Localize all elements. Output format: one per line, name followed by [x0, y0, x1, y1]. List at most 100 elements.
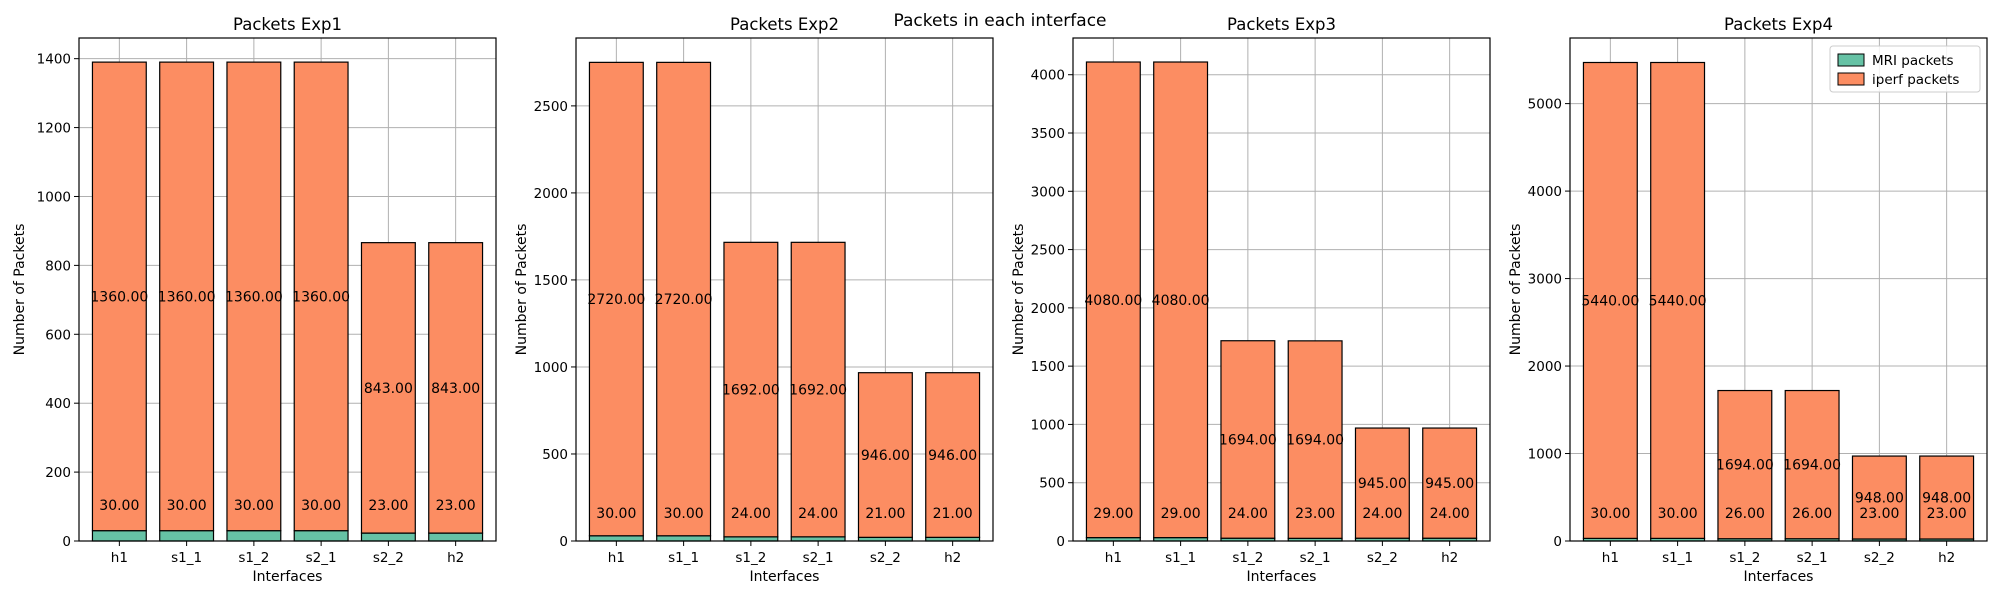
x-tick-label: s1_2	[1232, 550, 1263, 566]
bar-iperf-s1_2	[723, 241, 779, 538]
y-tick-label: 0	[62, 534, 71, 550]
data-label-iperf-s1_1: 1360.00	[158, 289, 216, 305]
x-tick-label: s2_1	[803, 550, 834, 566]
bar-mri-s1_2	[723, 536, 779, 542]
x-tick-label: h2	[1441, 550, 1458, 566]
x-tick-label: s2_2	[373, 550, 404, 566]
legend-swatch-2	[1837, 72, 1865, 86]
data-label-mri-h1: 30.00	[596, 506, 636, 522]
bar-iperf-s1_1	[159, 61, 215, 532]
data-label-mri-h1: 29.00	[1093, 506, 1133, 522]
panel-title: Packets Exp2	[730, 15, 839, 34]
y-tick-label: 1000	[534, 360, 568, 376]
data-label-mri-s1_2: 24.00	[1228, 506, 1268, 522]
data-label-mri-s2_2: 23.00	[368, 498, 408, 514]
x-tick-label: s1_1	[668, 550, 699, 566]
data-label-iperf-s2_1: 1692.00	[789, 383, 847, 399]
data-label-mri-s2_2: 23.00	[1859, 506, 1899, 522]
x-axis-label: Interfaces	[253, 569, 323, 585]
data-label-iperf-h1: 2720.00	[587, 292, 645, 308]
x-tick-label: s2_2	[1864, 550, 1895, 566]
data-label-mri-h1: 30.00	[99, 498, 139, 514]
bar-mri-s1_1	[656, 535, 712, 542]
axes-frame	[78, 37, 497, 542]
bar-iperf-s2_2	[360, 242, 416, 534]
bar-iperf-h2	[1919, 455, 1975, 540]
data-label-iperf-s1_2: 1692.00	[722, 383, 780, 399]
y-tick-label: 1500	[534, 273, 568, 289]
data-label-iperf-s1_1: 4080.00	[1152, 293, 1210, 309]
bar-iperf-h1	[91, 61, 147, 532]
x-tick-label: s1_2	[1729, 550, 1760, 566]
x-tick-label: s1_2	[238, 550, 269, 566]
y-tick-label: 2000	[534, 186, 568, 202]
bar-iperf-s1_2	[226, 61, 282, 532]
y-tick-label: 1500	[1031, 359, 1065, 375]
data-label-iperf-s1_2: 1360.00	[225, 289, 283, 305]
data-label-mri-s2_1: 30.00	[301, 498, 341, 514]
data-label-mri-s1_2: 26.00	[1725, 506, 1765, 522]
y-axis-label: Number of Packets	[1508, 224, 1524, 356]
chart-panel-1: 1360.00 30.00 1360.00 30.00 1360.00 30.00 1360…	[12, 15, 497, 585]
data-label-mri-s1_1: 30.00	[167, 498, 207, 514]
bar-mri-s2_1	[293, 530, 349, 542]
y-axis-label: Number of Packets	[12, 224, 28, 356]
y-tick-label: 0	[559, 534, 568, 550]
bar-iperf-s1_1	[656, 61, 712, 537]
x-tick-label: s2_2	[870, 550, 901, 566]
data-label-mri-s2_2: 21.00	[865, 506, 905, 522]
axes-frame	[575, 37, 994, 542]
x-tick-label: s2_1	[306, 550, 337, 566]
y-tick-label: 800	[45, 258, 71, 274]
y-tick-label: 0	[1553, 534, 1562, 550]
data-label-mri-s2_2: 24.00	[1362, 506, 1402, 522]
bar-iperf-s2_1	[1287, 340, 1343, 539]
data-label-mri-s2_1: 24.00	[798, 506, 838, 522]
data-label-mri-h2: 24.00	[1430, 506, 1470, 522]
legend-label-2: iperf packets	[1872, 72, 1959, 88]
data-label-iperf-s2_2: 945.00	[1358, 476, 1407, 492]
x-tick-label: h1	[1602, 550, 1619, 566]
y-axis-label: Number of Packets	[514, 224, 530, 356]
data-label-iperf-s2_1: 1694.00	[1783, 458, 1841, 474]
y-axis-label: Number of Packets	[1011, 224, 1027, 356]
axes-frame	[1569, 37, 1988, 542]
data-label-iperf-s1_1: 5440.00	[1649, 293, 1707, 309]
bar-iperf-s1_2	[1220, 340, 1276, 539]
data-label-mri-h2: 21.00	[933, 506, 973, 522]
y-tick-label: 1000	[1528, 447, 1562, 463]
x-axis-label: Interfaces	[750, 569, 820, 585]
y-tick-label: 3000	[1528, 272, 1562, 288]
y-tick-label: 2000	[1528, 359, 1562, 375]
bar-iperf-s2_1	[790, 241, 846, 538]
y-tick-label: 1000	[37, 189, 71, 205]
y-tick-label: 2500	[534, 99, 568, 115]
data-label-mri-s2_1: 23.00	[1295, 506, 1335, 522]
y-tick-label: 4000	[1528, 184, 1562, 200]
x-tick-label: s1_1	[171, 550, 202, 566]
data-label-mri-s2_1: 26.00	[1792, 506, 1832, 522]
data-label-iperf-h2: 948.00	[1922, 491, 1971, 507]
bar-mri-s2_2	[360, 532, 416, 542]
y-tick-label: 3500	[1031, 126, 1065, 142]
bar-iperf-h2	[428, 242, 484, 534]
legend-label-1: MRI packets	[1872, 53, 1954, 69]
chart-panel-4: 5440.00 30.00 5440.00 30.00 1694.00 26.00 1694…	[1508, 15, 1988, 585]
y-tick-label: 2000	[1031, 301, 1065, 317]
data-label-mri-s1_1: 29.00	[1161, 506, 1201, 522]
bar-mri-h1	[91, 530, 147, 542]
bar-iperf-s2_1	[293, 61, 349, 532]
legend: MRI packets iperf packets	[1829, 45, 1981, 93]
bar-mri-s1_2	[226, 530, 282, 542]
y-tick-label: 4000	[1031, 68, 1065, 84]
data-label-iperf-h1: 4080.00	[1084, 293, 1142, 309]
data-label-iperf-s1_1: 2720.00	[655, 292, 713, 308]
y-tick-label: 400	[45, 396, 71, 412]
x-tick-label: s2_2	[1367, 550, 1398, 566]
figure-title: Packets in each interface	[894, 11, 1107, 31]
bar-iperf-h1	[588, 61, 644, 537]
x-tick-label: h2	[944, 550, 961, 566]
data-label-iperf-h1: 5440.00	[1581, 293, 1639, 309]
y-tick-label: 3000	[1031, 184, 1065, 200]
